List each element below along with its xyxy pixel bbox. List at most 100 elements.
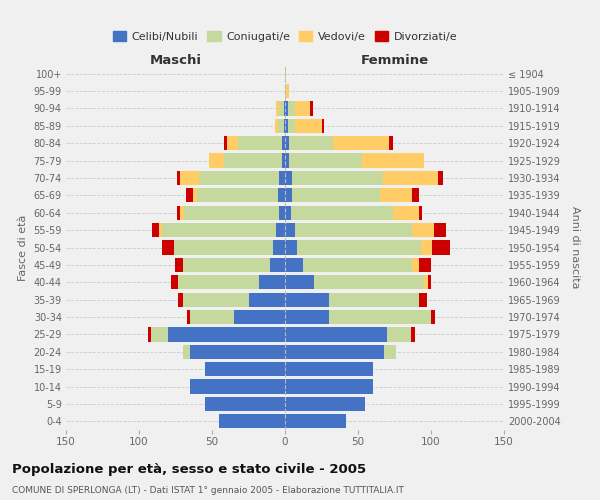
Bar — [295, 102, 310, 116]
Bar — [279, 171, 285, 185]
Bar — [284, 102, 285, 116]
Bar — [248, 292, 285, 307]
Bar — [292, 171, 383, 185]
Bar — [380, 188, 412, 202]
Bar — [285, 188, 292, 202]
Bar — [178, 275, 259, 289]
Bar — [199, 171, 279, 185]
Bar — [302, 258, 412, 272]
Bar — [168, 328, 285, 342]
Bar — [259, 275, 285, 289]
Bar — [431, 310, 436, 324]
Text: Femmine: Femmine — [361, 54, 428, 66]
Bar — [322, 118, 325, 133]
Bar — [438, 171, 443, 185]
Bar — [209, 154, 224, 168]
Bar — [296, 240, 421, 254]
Bar — [389, 136, 393, 150]
Bar — [184, 206, 279, 220]
Text: COMUNE DI SPERLONGA (LT) - Dati ISTAT 1° gennaio 2005 - Elaborazione TUTTITALIA.: COMUNE DI SPERLONGA (LT) - Dati ISTAT 1°… — [12, 486, 404, 495]
Bar — [428, 275, 431, 289]
Bar — [274, 240, 285, 254]
Bar — [160, 223, 163, 237]
Bar — [295, 118, 322, 133]
Bar — [148, 328, 151, 342]
Text: Maschi: Maschi — [149, 54, 202, 66]
Bar — [419, 292, 427, 307]
Bar — [234, 310, 285, 324]
Bar — [180, 171, 199, 185]
Bar — [384, 344, 396, 359]
Bar — [278, 188, 285, 202]
Bar — [424, 275, 428, 289]
Bar — [383, 171, 438, 185]
Bar — [387, 328, 410, 342]
Bar — [410, 328, 415, 342]
Bar — [285, 414, 346, 428]
Bar — [285, 328, 387, 342]
Bar — [175, 258, 183, 272]
Bar — [152, 223, 160, 237]
Bar — [329, 292, 419, 307]
Bar — [412, 258, 419, 272]
Bar — [183, 258, 271, 272]
Y-axis label: Fasce di età: Fasce di età — [18, 214, 28, 280]
Bar — [291, 206, 393, 220]
Bar — [292, 188, 380, 202]
Bar — [193, 188, 197, 202]
Y-axis label: Anni di nascita: Anni di nascita — [571, 206, 580, 289]
Bar — [177, 206, 180, 220]
Bar — [285, 171, 292, 185]
Bar — [285, 102, 288, 116]
Bar — [190, 380, 285, 394]
Bar — [412, 188, 419, 202]
Bar — [238, 136, 282, 150]
Bar — [329, 310, 431, 324]
Bar — [282, 136, 285, 150]
Bar — [224, 136, 227, 150]
Bar — [276, 223, 285, 237]
Bar — [205, 362, 285, 376]
Bar — [419, 206, 422, 220]
Bar — [288, 102, 295, 116]
Bar — [285, 258, 302, 272]
Bar — [295, 223, 412, 237]
Bar — [171, 275, 178, 289]
Bar — [285, 66, 286, 81]
Bar — [186, 188, 193, 202]
Bar — [285, 362, 373, 376]
Bar — [224, 154, 282, 168]
Bar — [285, 344, 384, 359]
Bar — [285, 84, 286, 98]
Bar — [393, 206, 419, 220]
Text: Popolazione per età, sesso e stato civile - 2005: Popolazione per età, sesso e stato civil… — [12, 462, 366, 475]
Bar — [285, 223, 295, 237]
Bar — [285, 154, 289, 168]
Bar — [183, 344, 190, 359]
Bar — [289, 136, 333, 150]
Bar — [412, 223, 434, 237]
Bar — [187, 310, 190, 324]
Bar — [279, 102, 284, 116]
Bar — [190, 344, 285, 359]
Bar — [285, 206, 291, 220]
Bar — [421, 240, 433, 254]
Bar — [284, 118, 285, 133]
Bar — [434, 223, 446, 237]
Bar — [177, 171, 180, 185]
Bar — [314, 275, 424, 289]
Bar — [151, 328, 168, 342]
Bar — [419, 258, 431, 272]
Bar — [285, 118, 288, 133]
Bar — [227, 136, 238, 150]
Bar — [276, 102, 279, 116]
Bar — [197, 188, 278, 202]
Bar — [205, 397, 285, 411]
Legend: Celibi/Nubili, Coniugati/e, Vedovi/e, Divorziati/e: Celibi/Nubili, Coniugati/e, Vedovi/e, Di… — [109, 27, 461, 46]
Bar — [183, 292, 248, 307]
Bar — [333, 136, 389, 150]
Bar — [285, 136, 289, 150]
Bar — [174, 240, 274, 254]
Bar — [163, 240, 174, 254]
Bar — [433, 240, 450, 254]
